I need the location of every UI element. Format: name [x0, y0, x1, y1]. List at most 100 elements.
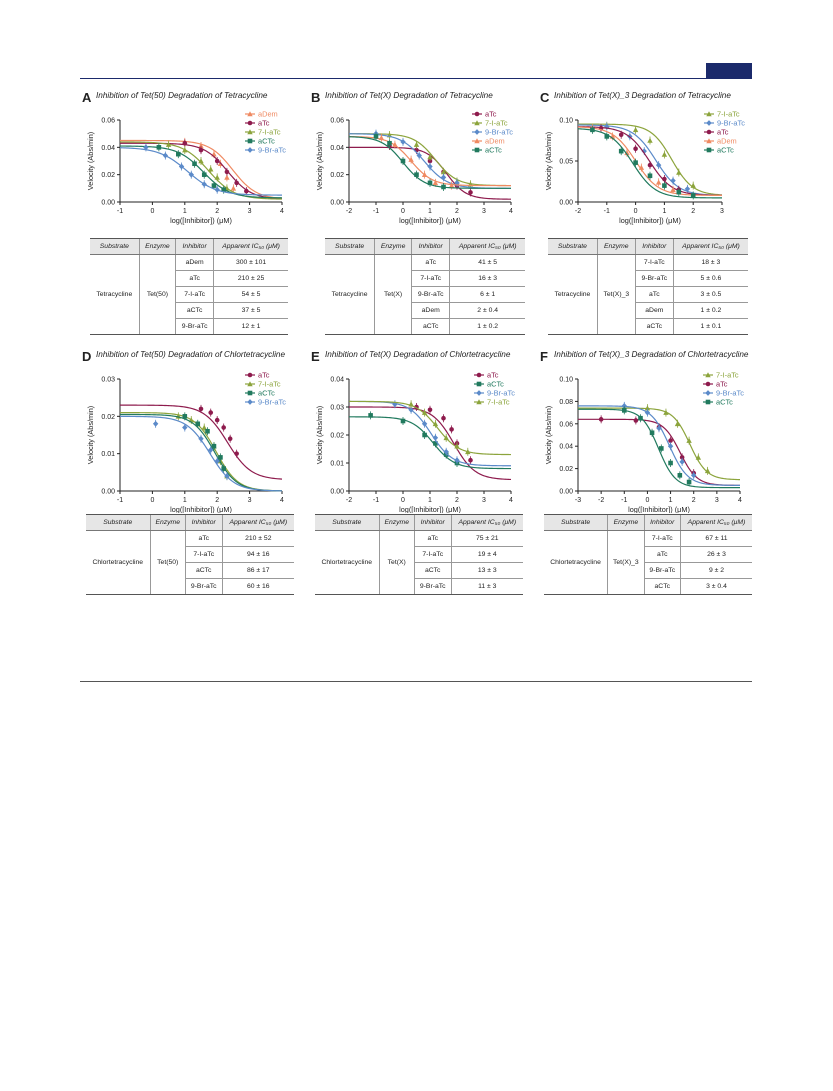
data-point	[644, 409, 651, 416]
panel-title: Inhibition of Tet(X)_3 Degradation of Ch…	[554, 350, 749, 359]
data-point	[633, 146, 638, 151]
legend-label: aTc	[258, 119, 270, 128]
data-point	[205, 428, 210, 434]
y-tick-label: 0.00	[101, 489, 115, 496]
y-tick-label: 0.02	[330, 433, 344, 440]
x-axis-label: log([Inhibitor]) (μM)	[619, 216, 681, 225]
panel-letter: F	[540, 349, 548, 364]
data-point	[674, 421, 681, 427]
x-axis-label: log([Inhibitor]) (μM)	[399, 216, 461, 225]
ic50-table: Substrate Enzyme Inhibitor Apparent IC₅₀ (μ…	[548, 238, 748, 335]
x-axis-label: log([Inhibitor]) (μM)	[170, 505, 232, 513]
substrate-cell: Tetracycline	[90, 254, 140, 335]
dose-response-chart: 0.00 0.02 0.04 0.06 -1 0 1 2 3 4 log([Inhibitor]) …	[86, 110, 286, 225]
data-point	[663, 409, 669, 415]
y-tick-label: 0.00	[330, 489, 344, 496]
x-axis-label: log([Inhibitor]) (μM)	[628, 505, 690, 513]
x-tick-label: 0	[634, 208, 638, 215]
legend-marker	[705, 372, 711, 378]
table-row: aTc 26 ± 3	[544, 546, 752, 563]
legend-label: aTc	[258, 371, 270, 380]
substrate-cell: Chlortetracycline	[544, 530, 608, 595]
data-point	[465, 449, 471, 455]
table-cell: 9-Br-aTc	[634, 270, 674, 287]
table-row: 9-Br-aTc 5 ± 0.6	[548, 270, 748, 287]
fit-curve	[349, 416, 512, 470]
fit-curve	[120, 413, 283, 492]
data-point	[632, 127, 639, 133]
legend-marker	[247, 147, 253, 153]
x-tick-label: -2	[575, 208, 581, 215]
data-point	[224, 169, 230, 175]
table-cell: 7-I-aTc	[175, 286, 214, 303]
data-point	[182, 147, 188, 153]
legend-label: 7-I-aTc	[485, 119, 508, 128]
substrate-cell: Chlortetracycline	[86, 530, 151, 595]
legend-label: aCTc	[485, 146, 502, 155]
data-point	[400, 158, 406, 164]
legend-marker	[474, 120, 480, 126]
enzyme-cell: Tet(X)	[378, 530, 415, 595]
legend-marker	[476, 381, 482, 387]
legend-marker	[476, 399, 482, 405]
table-row: aDem 1 ± 0.2	[548, 302, 748, 319]
table-cell: aTc	[643, 546, 681, 563]
x-tick-label: 1	[428, 208, 432, 215]
substrate-cell: Tetracycline	[548, 254, 598, 335]
legend-marker	[476, 372, 482, 378]
y-tick-label: 0.06	[330, 118, 344, 125]
footer-rule	[80, 681, 752, 682]
data-point	[655, 179, 662, 185]
table-row: Tetracycline Tet(50) aDem 300 ± 101	[90, 254, 288, 335]
dose-response-chart: 0.00 0.01 0.02 0.03 -1 0 1 2 3 4 log([Inhibitor]) …	[86, 371, 286, 513]
table-header: Enzyme	[374, 238, 412, 255]
data-point	[234, 180, 239, 186]
data-point	[690, 182, 696, 188]
legend-label: aDem	[485, 137, 505, 146]
data-point	[633, 160, 638, 165]
fit-curve	[577, 126, 723, 197]
data-point	[604, 134, 610, 139]
enzyme-cell: Tet(50)	[138, 254, 176, 335]
data-point	[432, 180, 439, 186]
fit-curve	[119, 147, 283, 196]
data-point	[454, 179, 460, 186]
x-tick-label: 1	[183, 208, 187, 215]
table-cell: aCTc	[411, 318, 450, 335]
data-point	[221, 425, 226, 430]
x-tick-label: 2	[691, 208, 695, 215]
table-row: 9-Br-aTc 6 ± 1	[325, 286, 525, 303]
data-point	[656, 425, 662, 432]
data-point	[188, 171, 194, 178]
table-row: Chlortetracycline Tet(X) aTc 75 ± 21	[315, 530, 523, 595]
table-row: aTc 3 ± 0.5	[548, 286, 748, 303]
data-point	[214, 458, 220, 465]
data-point	[387, 140, 392, 146]
legend-label: 7-I-aTc	[258, 128, 281, 137]
table-row: Chlortetracycline Tet(50) aTc 210 ± 52	[86, 530, 294, 595]
legend-label: aTc	[485, 110, 497, 119]
table-header: Substrate	[86, 514, 151, 531]
table-row: 7-I-aTc 54 ± 5	[90, 286, 288, 303]
legend-marker	[474, 111, 480, 117]
data-point	[221, 466, 226, 471]
y-tick-label: 0.04	[101, 145, 115, 152]
table-cell: 7-I-aTc	[184, 546, 223, 563]
enzyme-cell: Tet(X)_3	[607, 530, 645, 595]
x-tick-label: -2	[346, 497, 352, 504]
x-tick-label: 1	[183, 497, 187, 504]
data-point	[408, 406, 414, 413]
table-cell: 9-Br-aTc	[643, 562, 681, 579]
figure-panel-e: E Inhibition of Tet(X) Degradation of Ch…	[311, 349, 526, 599]
data-point	[668, 438, 673, 443]
table-header: Substrate	[548, 238, 598, 255]
table-row: 7-I-aTc 16 ± 3	[325, 270, 525, 287]
legend-label: 9-Br-aTc	[487, 389, 515, 398]
table-cell: 11 ± 3	[450, 578, 523, 595]
table-row: 9-Br-aTc 9 ± 2	[544, 562, 752, 579]
table-cell: 13 ± 3	[450, 562, 523, 579]
table-row: aCTc 1 ± 0.2	[325, 318, 525, 335]
x-tick-label: -1	[373, 497, 379, 504]
table-cell: aTc	[184, 530, 223, 547]
data-point	[448, 182, 455, 188]
